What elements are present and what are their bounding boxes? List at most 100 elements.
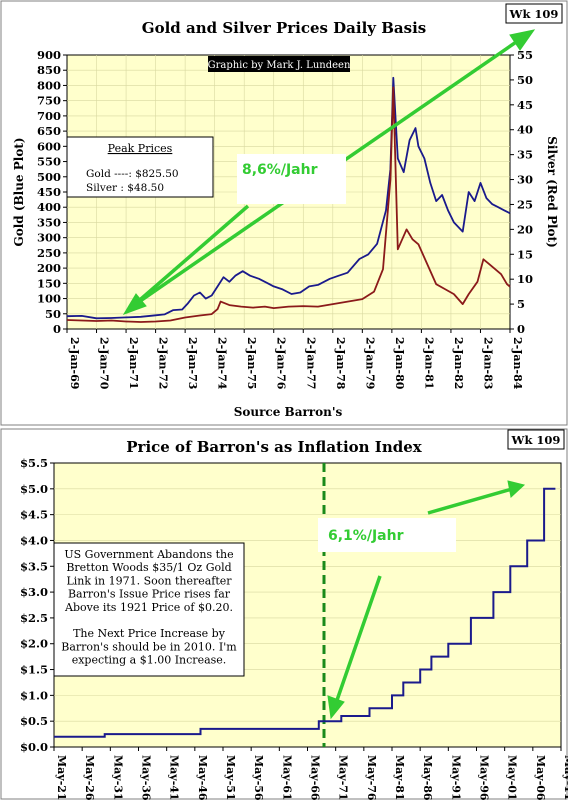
bottom-y-ticks: $5.5 $5.0 $4.5 $4.0 $3.5 $3.0 $2.5 $2.0 $1.5 $1.0… <box>20 456 54 754</box>
bottom-x-tick: May-01 <box>506 755 519 800</box>
series-barrons-price-line <box>54 487 556 738</box>
barrons-chart: Price of Barron's as Inflation Index Wk … <box>0 428 568 800</box>
top-y-left-tick: 350 <box>37 215 61 229</box>
top-x-tick: 2-Jan-82 <box>452 337 465 389</box>
bottom-x-tick: May-96 <box>478 755 491 800</box>
top-y-right-tick: 20 <box>517 222 533 236</box>
bottom-x-tick: May-71 <box>337 755 350 800</box>
bottom-x-tick: May-66 <box>309 755 322 800</box>
bottom-x-tick: May-76 <box>365 755 378 800</box>
top-x-tick: 2-Jan-72 <box>157 337 170 389</box>
top-x-tick: 2-Jan-69 <box>68 337 81 389</box>
top-x-tick: 2-Jan-84 <box>511 337 524 390</box>
top-y-left-tick: 300 <box>37 231 61 245</box>
top-y-left-tick: 750 <box>37 94 61 108</box>
top-x-tick: 2-Jan-71 <box>127 337 140 389</box>
top-y-left-tick: 50 <box>45 307 61 321</box>
peak-title: Peak Prices <box>108 142 173 155</box>
top-y-left-tick: 600 <box>37 139 61 153</box>
top-y-right-tick: 0 <box>517 322 525 336</box>
note-line: Bretton Woods $35/1 Oz Gold <box>66 561 231 574</box>
bottom-y-tick: $5.5 <box>20 456 48 470</box>
series-silver-line <box>66 86 511 323</box>
top-x-tick: 2-Jan-83 <box>481 337 494 389</box>
top-y-right-tick: 45 <box>517 98 533 112</box>
top-rate-box <box>237 154 346 204</box>
top-y-left-tick: 0 <box>53 322 61 336</box>
top-y-right-tick: 25 <box>517 197 533 211</box>
top-x-tick: 2-Jan-70 <box>98 337 111 390</box>
bottom-badge-box <box>507 429 565 450</box>
bottom-y-tick: $3.0 <box>20 585 48 599</box>
top-y-left-tick: 400 <box>37 200 61 214</box>
top-y-left-tick: 850 <box>37 63 61 77</box>
top-ylabel-right: Silver (Red Plot) <box>545 136 559 248</box>
top-y-left-tick: 450 <box>37 185 61 199</box>
bottom-rate-box <box>318 518 456 552</box>
bottom-x-tick: May-81 <box>393 755 406 800</box>
top-y-right-tick: 50 <box>517 73 533 87</box>
top-y-right-tick: 30 <box>517 173 533 187</box>
bottom-y-tick: $1.0 <box>20 688 48 702</box>
top-x-ticks: 2-Jan-69 2-Jan-70 2-Jan-71 2-Jan-72 2-Jan-73… <box>66 329 524 390</box>
bottom-x-tick: May-31 <box>111 755 124 800</box>
bottom-x-tick: May-41 <box>168 755 181 800</box>
bottom-y-tick: $4.0 <box>20 533 48 547</box>
bottom-x-tick: May-21 <box>55 755 68 800</box>
top-x-tick: 2-Jan-80 <box>393 337 406 390</box>
top-y-left-tick: 500 <box>37 170 61 184</box>
note-line: expecting a $1.00 Increase. <box>72 654 227 667</box>
top-badge: Wk 109 <box>509 7 559 21</box>
peak-silver: Silver : $48.50 <box>86 182 164 194</box>
bottom-y-tick: $0.5 <box>20 714 48 728</box>
credit-label: Graphic by Mark J. Lundeen <box>208 60 351 71</box>
bottom-y-tick: $2.5 <box>20 611 48 625</box>
note-line: The Next Price Increase by <box>73 627 226 640</box>
top-x-tick: 2-Jan-73 <box>186 337 199 389</box>
top-y-right-tick: 35 <box>517 148 533 162</box>
bottom-x-tick: May-51 <box>224 755 237 800</box>
top-x-tick: 2-Jan-77 <box>304 337 317 389</box>
top-y-left-tick: 700 <box>37 109 61 123</box>
top-y-left-tick: 800 <box>37 78 61 92</box>
bottom-x-tick: May-06 <box>534 755 547 800</box>
gold-silver-chart: Gold and Silver Prices Daily Basis Wk 10… <box>0 0 568 426</box>
top-y-left-tick: 900 <box>37 48 61 62</box>
top-y-right-tick: 5 <box>517 297 525 311</box>
note-line: Link in 1971. Soon thereafter <box>66 574 232 587</box>
top-rate-label: 8,6%/Jahr <box>242 162 318 178</box>
note-line: Above its 1921 Price of $0.20. <box>64 601 233 614</box>
bottom-x-tick: May-11 <box>562 755 568 800</box>
series-gold-line <box>66 76 511 320</box>
bottom-y-tick: $1.5 <box>20 663 48 677</box>
top-xlabel: Source Barron's <box>234 405 343 419</box>
bottom-y-tick: $2.0 <box>20 637 48 651</box>
top-y-left-ticks: 9008508007507006506005505004504003503002… <box>37 48 67 336</box>
top-y-right-tick: 10 <box>517 272 533 286</box>
top-y-left-tick: 250 <box>37 246 61 260</box>
top-x-tick: 2-Jan-79 <box>363 337 376 389</box>
bottom-chart-title: Price of Barron's as Inflation Index <box>126 438 422 456</box>
top-x-tick: 2-Jan-81 <box>422 337 435 389</box>
bottom-x-tick: May-36 <box>140 755 153 800</box>
bottom-x-tick: May-46 <box>196 755 209 800</box>
bottom-x-tick: May-26 <box>83 755 96 800</box>
bottom-y-tick: $5.0 <box>20 482 48 496</box>
bottom-x-tick: May-61 <box>280 755 293 800</box>
bottom-rate-label: 6,1%/Jahr <box>328 528 404 544</box>
bottom-y-tick: $0.0 <box>20 740 48 754</box>
top-y-left-tick: 150 <box>37 276 61 290</box>
top-ylabel-left: Gold (Blue Plot) <box>12 137 26 246</box>
top-y-right-tick: 15 <box>517 247 533 261</box>
top-y-left-tick: 100 <box>37 292 61 306</box>
top-y-left-tick: 550 <box>37 155 61 169</box>
top-badge-box <box>505 3 563 24</box>
bottom-y-tick: $3.5 <box>20 559 48 573</box>
top-y-right-tick: 55 <box>517 48 533 62</box>
bottom-x-tick: May-56 <box>252 755 265 800</box>
note-line: Barron's Issue Price rises far <box>68 588 231 601</box>
bottom-x-tick: May-91 <box>449 755 462 800</box>
note-line: US Government Abandons the <box>64 548 233 561</box>
bottom-badge: Wk 109 <box>511 433 561 447</box>
